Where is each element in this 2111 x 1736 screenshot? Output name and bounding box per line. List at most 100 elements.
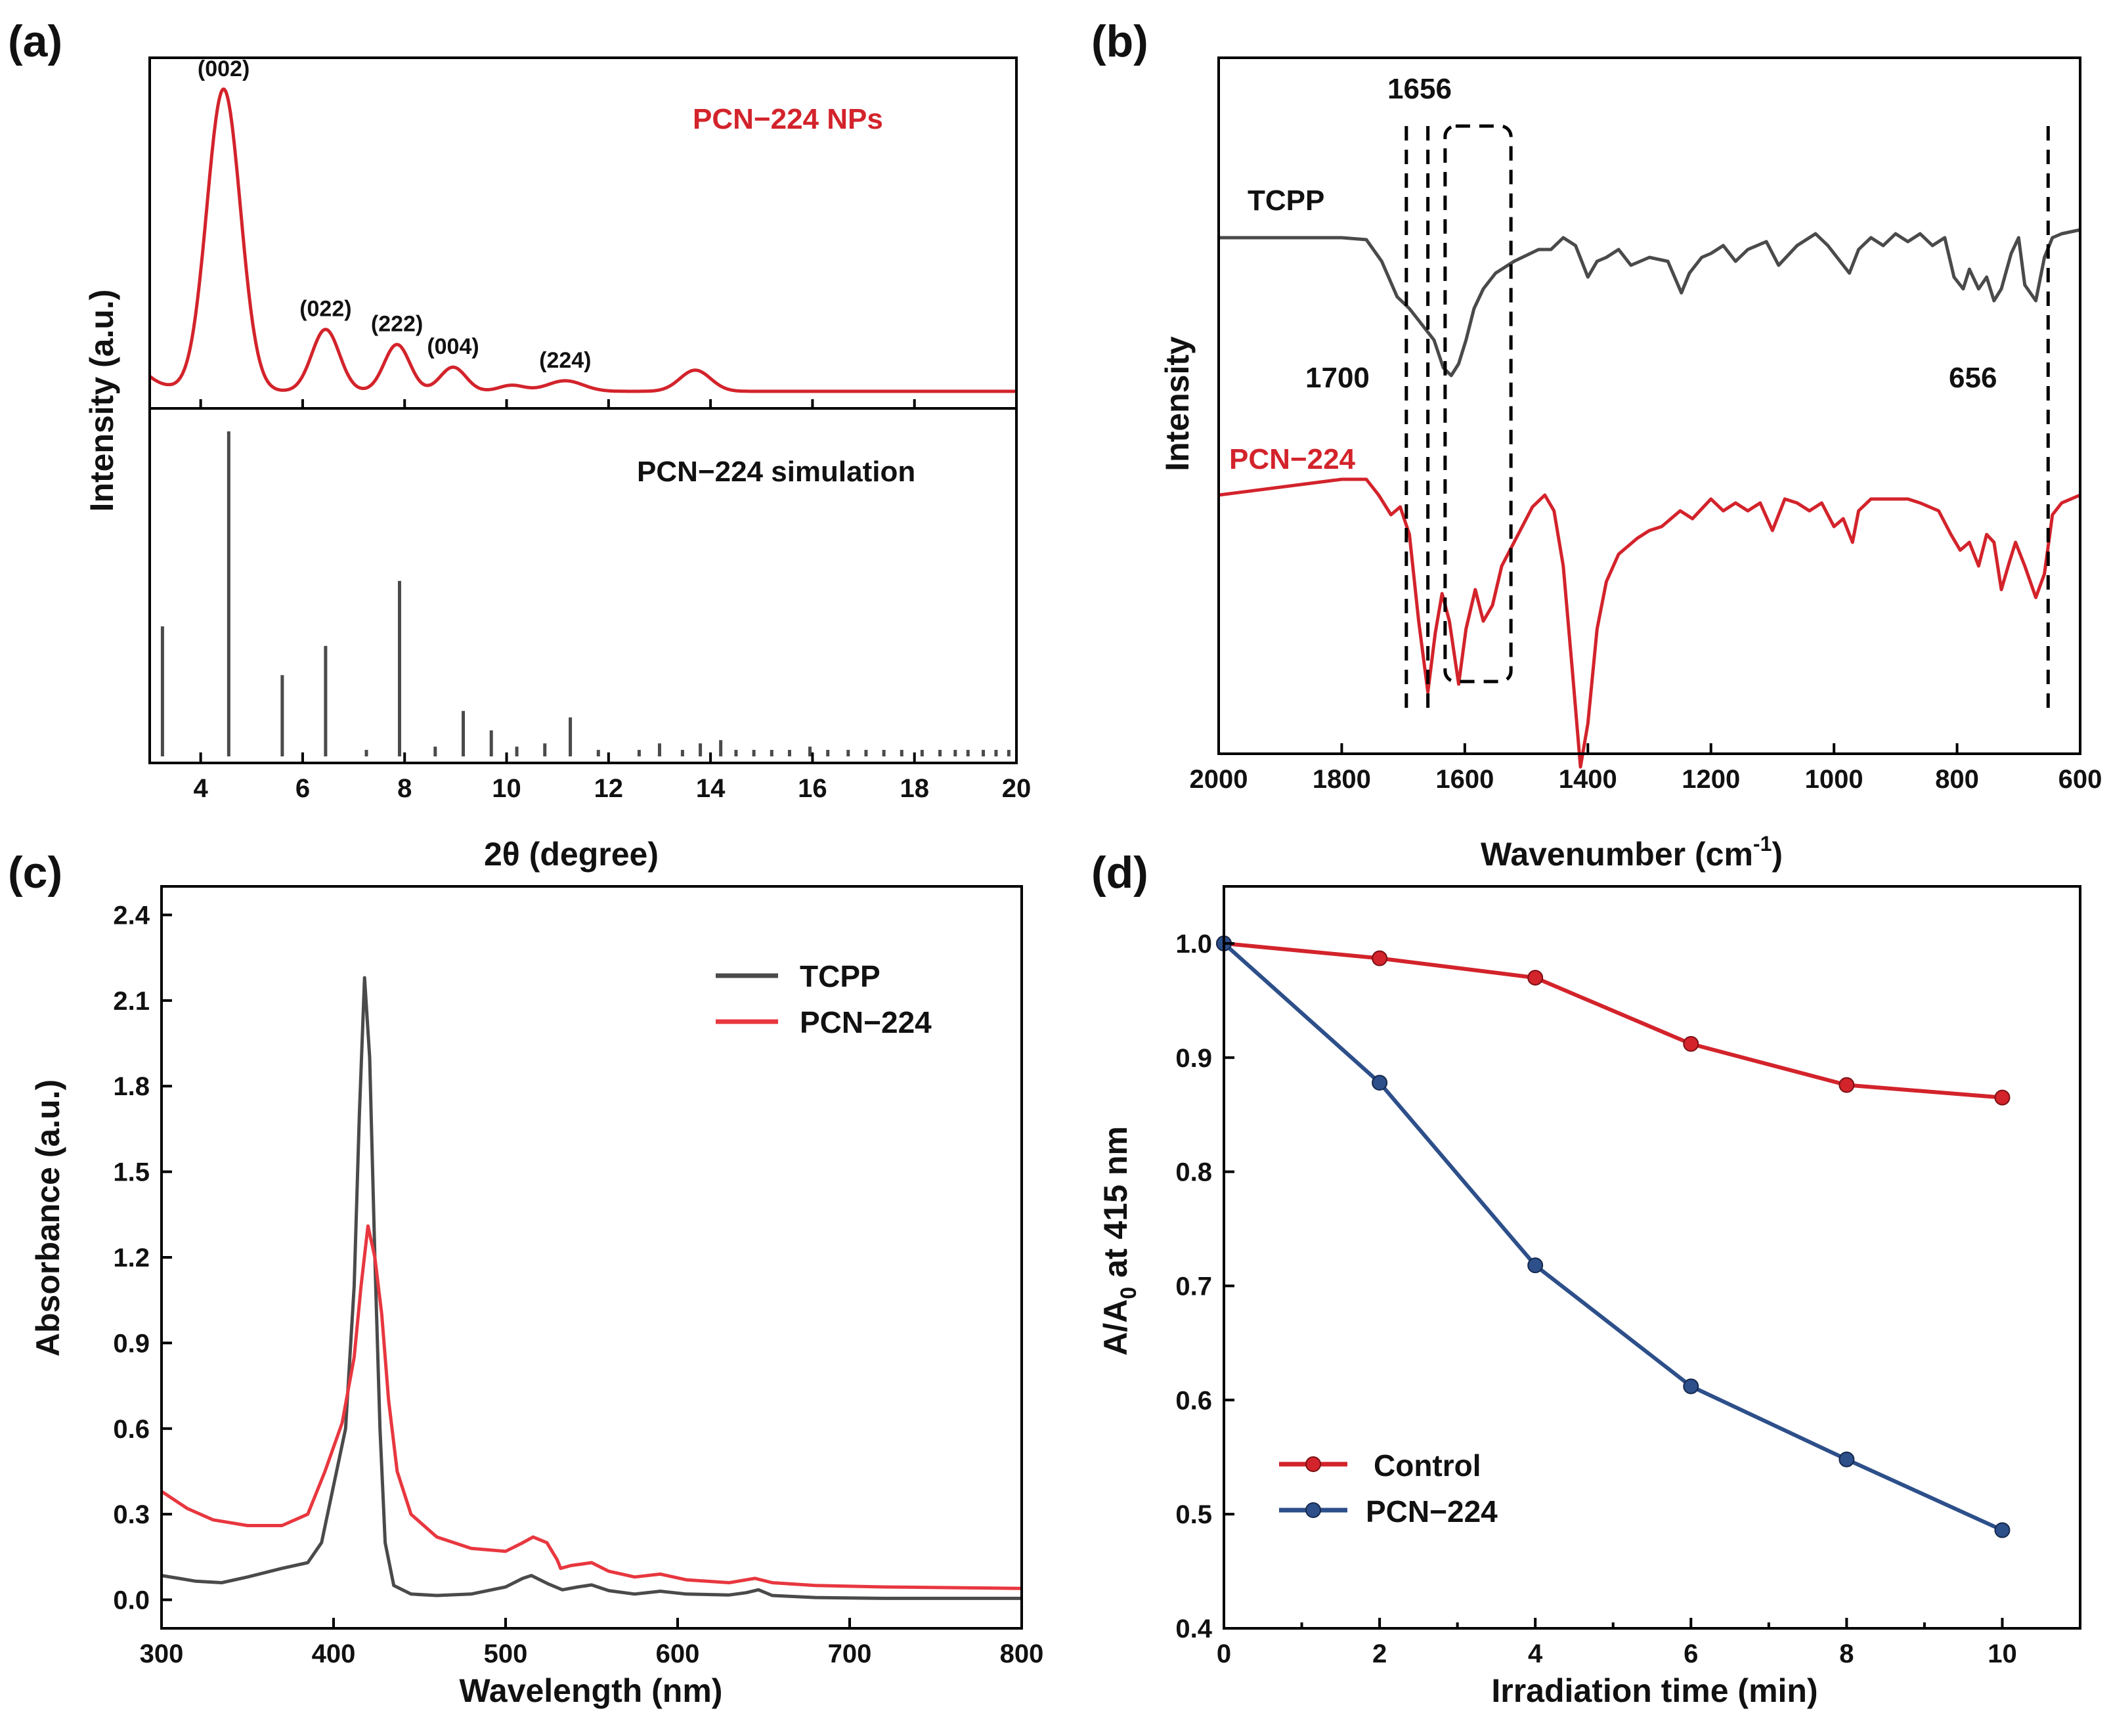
x-axis-c-tick-label: 300 [140,1639,184,1668]
y-axis-d-tick-label: 0.7 [1175,1272,1212,1301]
x-axis-a-tick-label: 4 [194,774,209,803]
annotation-1656: 1656 [1387,73,1452,105]
x-axis-b-tick-label: 1600 [1435,765,1494,794]
legend-label-tcpp: TCPP [800,959,881,993]
plot-area-c [160,885,1023,1630]
x-axis-label-d: Irradiation time (min) [1491,1672,1817,1709]
series-line-pcn224-abs [160,1224,1022,1590]
data-point [1527,1257,1544,1274]
series-line-pcn224 [1218,477,2081,769]
x-axis-c-tick-label: 700 [828,1639,872,1668]
y-axis-d-tick-label: 0.5 [1175,1500,1212,1529]
x-axis-label-b: Wavenumber (cm-1) [1481,832,1783,873]
series-label-simulation: PCN−224 simulation [637,456,915,488]
x-axis-b-tick-label: 1000 [1805,765,1863,794]
x-axis-d-tick-label: 4 [1528,1639,1543,1668]
x-axis-d-tick-label: 8 [1839,1639,1854,1668]
plot-area-b [1217,56,2081,769]
x-axis-label-a: 2θ (degree) [484,836,659,873]
annotation-1700: 1700 [1305,362,1370,394]
ticks-d: 0 2 4 6 8 10 0.4 0.5 0.6 0.7 0.8 0.9 1.0 [1175,930,2016,1668]
data-point [1994,1522,2011,1538]
x-axis-c-tick-label: 500 [484,1639,528,1668]
y-axis-label-d: A/A0 at 415 nm [1097,1126,1141,1356]
x-axis-b-tick-label: 800 [1935,765,1979,794]
data-point [1839,1451,1855,1467]
series-line-tcpp [1219,228,2081,378]
series-label-pcn224-nps: PCN−224 NPs [693,103,883,135]
x-axis-label-c: Wavelength (nm) [460,1672,723,1709]
legend-label-pcn224: PCN−224 [800,1005,932,1039]
y-axis-label-c: Absorbance (a.u.) [30,1079,66,1356]
y-axis-d-tick-label: 0.9 [1175,1044,1212,1073]
legend-label-control: Control [1374,1448,1481,1483]
y-axis-c-tick-label: 1.2 [113,1244,150,1272]
panel-a: (002) (022) (222)(004) (224) 4 6 8 10 12 14 16 18 2… [83,56,1031,873]
legend-d: Control PCN−224 [1279,1448,1498,1529]
series-line-tcpp-abs [161,976,1022,1600]
panel-d: 0 2 4 6 8 10 0.4 0.5 0.6 0.7 0.8 0.9 1.0 Control PCN… [1097,885,2081,1709]
x-ticks-b: 2000 1800 1600 1400 1200 1000 800 600 [1190,765,2102,794]
peak-label: (004) [427,334,479,359]
data-point [1683,1378,1699,1395]
x-axis-a-tick-label: 20 [1002,774,1032,803]
x-axis-a-tick-label: 18 [900,774,929,803]
peak-label: (002) [198,56,250,81]
y-axis-d-tick-label: 0.8 [1175,1158,1212,1187]
data-point [1372,1075,1388,1091]
x-axis-d-tick-label: 0 [1217,1639,1231,1668]
frame-d [1223,885,2081,1630]
y-axis-c-tick-label: 0.9 [113,1329,150,1358]
x-axis-b-tick-label: 2000 [1190,765,1248,794]
panel-c: 300 400 500 600 700 800 0.0 0.3 0.6 0.9 1.2 1.5 1.8 2… [30,885,1043,1709]
frame-c [160,885,1023,1630]
data-point [1839,1077,1855,1093]
x-axis-a-tick-label: 10 [492,774,521,803]
data-point [1372,950,1388,966]
series-label-tcpp: TCPP [1248,184,1324,217]
y-axis-label-b: Intensity [1159,336,1196,471]
panel-b: 2000 1800 1600 1400 1200 1000 800 600 TCPP PCN−… [1159,56,2102,873]
y-axis-d-tick-label: 0.6 [1175,1386,1212,1415]
x-axis-a-tick-label: 16 [798,774,827,803]
y-axis-c-tick-label: 1.8 [113,1072,150,1101]
panel-label-c: (c) [8,848,62,898]
x-axis-d-tick-label: 6 [1684,1639,1698,1668]
x-ticks-a: 4 6 8 10 12 14 16 18 20 [194,774,1032,803]
y-axis-c-tick-label: 0.3 [113,1500,150,1529]
x-axis-d-tick-label: 10 [1988,1639,2017,1668]
peak-label: (224) [539,348,591,373]
x-axis-b-tick-label: 1400 [1559,765,1617,794]
data-point [1994,1089,2011,1106]
x-axis-c-tick-label: 600 [656,1639,700,1668]
x-axis-b-tick-label: 1200 [1682,765,1740,794]
y-axis-c-tick-label: 1.5 [113,1158,150,1187]
x-axis-c-tick-label: 800 [1000,1639,1044,1668]
legend-c: TCPP PCN−224 [716,959,932,1039]
x-axis-a-tick-label: 12 [594,774,624,803]
series-line-pcn224-d [1222,942,2003,1532]
x-axis-a-tick-label: 6 [295,774,310,803]
series-line-control [1223,941,2003,1100]
ticks-c: 300 400 500 600 700 800 0.0 0.3 0.6 0.9 1.2 1.5 1.8 2… [113,901,1043,1668]
panel-label-d: (d) [1091,848,1148,898]
x-axis-a-tick-label: 8 [397,774,412,803]
annotation-656: 656 [1949,362,1997,394]
x-axis-a-tick-label: 14 [696,774,726,803]
y-axis-label-a: Intensity (a.u.) [83,290,120,512]
x-axis-b-tick-label: 1800 [1313,765,1371,794]
y-axis-d-tick-label: 1.0 [1175,930,1212,959]
series-label-pcn224: PCN−224 [1229,443,1356,475]
y-axis-c-tick-label: 0.0 [113,1586,150,1615]
peak-label: (022) [299,297,351,322]
plot-area-a: (002) (022) (222)(004) (224) [148,56,1018,764]
y-axis-c-tick-label: 2.4 [113,901,150,930]
legend-label-pcn224-d: PCN−224 [1366,1494,1498,1529]
data-point [1683,1035,1699,1052]
series-line-pcn224-nps [148,87,1017,393]
y-axis-c-tick-label: 2.1 [113,987,150,1016]
x-axis-b-tick-label: 600 [2058,765,2102,794]
legend-marker-pcn224-d [1305,1502,1321,1518]
peak-label: (222) [371,312,423,337]
